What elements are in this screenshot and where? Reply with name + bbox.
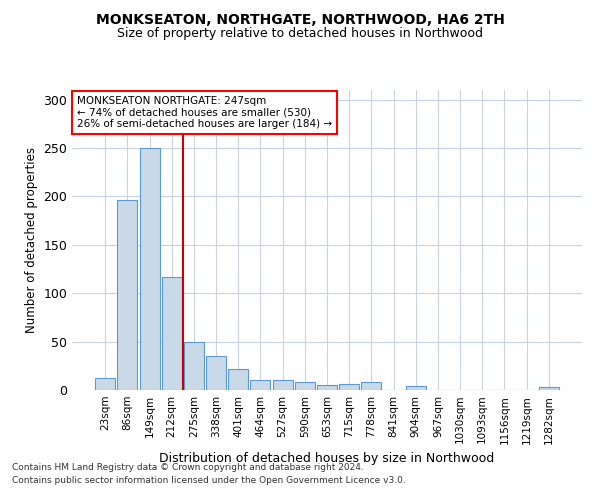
Bar: [272, 380, 293, 390]
Bar: [140, 148, 160, 390]
Bar: [539, 387, 559, 390]
Text: MONKSEATON, NORTHGATE, NORTHWOOD, HA6 2TH: MONKSEATON, NORTHGATE, NORTHWOOD, HA6 2T…: [95, 12, 505, 26]
Bar: [228, 368, 248, 390]
Bar: [361, 382, 382, 390]
X-axis label: Distribution of detached houses by size in Northwood: Distribution of detached houses by size …: [160, 452, 494, 465]
Text: Contains HM Land Registry data © Crown copyright and database right 2024.: Contains HM Land Registry data © Crown c…: [12, 464, 364, 472]
Bar: [162, 277, 182, 390]
Text: Size of property relative to detached houses in Northwood: Size of property relative to detached ho…: [117, 28, 483, 40]
Bar: [250, 380, 271, 390]
Bar: [206, 356, 226, 390]
Bar: [95, 378, 115, 390]
Bar: [184, 342, 204, 390]
Bar: [406, 386, 426, 390]
Bar: [317, 385, 337, 390]
Bar: [295, 382, 315, 390]
Bar: [118, 200, 137, 390]
Y-axis label: Number of detached properties: Number of detached properties: [25, 147, 38, 333]
Text: Contains public sector information licensed under the Open Government Licence v3: Contains public sector information licen…: [12, 476, 406, 485]
Bar: [339, 384, 359, 390]
Text: MONKSEATON NORTHGATE: 247sqm
← 74% of detached houses are smaller (530)
26% of s: MONKSEATON NORTHGATE: 247sqm ← 74% of de…: [77, 96, 332, 129]
